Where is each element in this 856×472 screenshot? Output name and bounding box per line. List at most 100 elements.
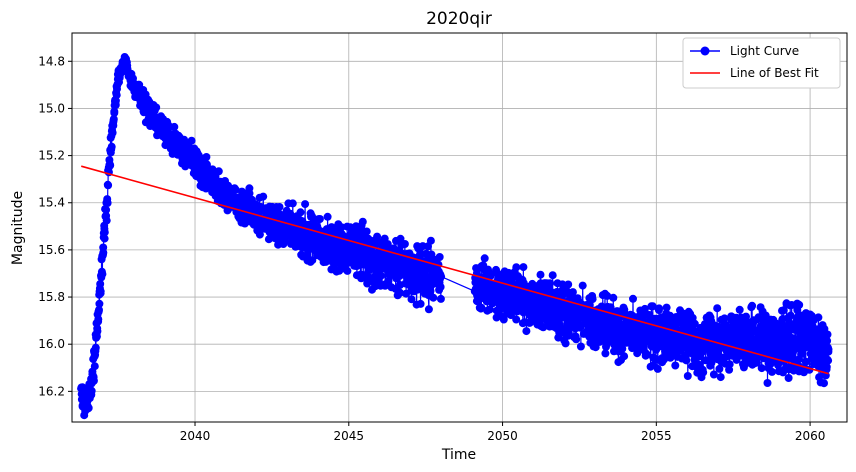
y-tick-label: 15.6 — [38, 243, 65, 257]
data-point — [824, 345, 833, 354]
x-tick-label: 2050 — [487, 429, 518, 443]
data-point — [555, 324, 564, 332]
data-point — [91, 343, 100, 352]
data-point — [561, 339, 570, 348]
chart-title: 2020qir — [426, 9, 492, 29]
data-point — [296, 208, 305, 217]
data-point — [100, 228, 109, 237]
data-point — [618, 344, 627, 353]
x-tick-label: 2045 — [334, 429, 365, 443]
data-point — [824, 356, 833, 365]
data-point — [376, 271, 385, 280]
data-point — [754, 313, 763, 322]
data-point — [597, 302, 606, 311]
data-point — [546, 279, 555, 288]
x-axis: 2040 2045 2050 2055 2060 — [180, 422, 825, 443]
data-point — [90, 362, 99, 371]
data-point — [358, 217, 367, 226]
data-point — [699, 368, 708, 377]
data-point — [87, 386, 96, 395]
data-point — [519, 263, 528, 272]
data-point — [548, 271, 557, 280]
y-tick-label: 15.8 — [38, 290, 65, 304]
data-point — [202, 153, 211, 161]
x-tick-label: 2055 — [641, 429, 672, 443]
data-point — [343, 266, 352, 275]
data-point — [362, 227, 371, 236]
data-point — [512, 315, 521, 324]
data-point — [564, 280, 573, 289]
data-point — [748, 301, 757, 310]
data-point — [568, 288, 577, 297]
data-point — [588, 295, 597, 304]
data-point — [288, 199, 297, 208]
data-point — [96, 280, 105, 288]
data-point — [95, 299, 104, 308]
data-point — [435, 253, 444, 261]
data-point — [690, 319, 699, 328]
data-point — [93, 327, 102, 336]
data-point — [424, 305, 433, 314]
data-point — [427, 250, 436, 259]
best-fit-line — [81, 165, 829, 375]
data-point — [779, 306, 788, 315]
data-point — [735, 305, 744, 314]
data-point — [725, 360, 734, 369]
data-point — [231, 185, 240, 194]
data-point — [643, 350, 651, 359]
data-point — [512, 263, 521, 272]
legend-light-curve-marker — [700, 46, 710, 56]
data-point — [629, 294, 637, 303]
data-point — [152, 103, 161, 112]
data-point — [487, 271, 495, 280]
data-point — [84, 404, 93, 412]
data-point — [98, 270, 107, 279]
data-point — [384, 277, 393, 286]
data-point — [102, 205, 111, 214]
data-point — [536, 270, 545, 279]
data-point — [683, 372, 692, 380]
data-point — [396, 288, 404, 297]
data-point — [187, 136, 196, 145]
data-point — [651, 355, 660, 364]
legend: Light Curve Line of Best Fit — [682, 37, 841, 89]
data-point — [416, 299, 425, 308]
data-point — [713, 304, 722, 313]
data-point — [576, 342, 585, 351]
data-point — [407, 295, 416, 304]
data-point — [95, 306, 103, 314]
legend-light-curve-label: Light Curve — [730, 44, 799, 58]
data-point — [99, 248, 108, 257]
data-point — [601, 349, 610, 358]
data-point — [784, 374, 793, 382]
data-point — [259, 192, 268, 201]
plot-frame — [71, 32, 848, 423]
data-point — [720, 314, 729, 323]
data-point — [102, 216, 111, 225]
data-point — [671, 361, 680, 370]
data-point — [694, 360, 703, 369]
data-point — [170, 122, 179, 131]
data-point — [106, 161, 115, 170]
y-axis: 14.8 15.0 15.2 15.4 15.6 15.8 16.0 16.2 — [38, 54, 72, 398]
data-point — [609, 293, 618, 302]
data-point — [383, 240, 392, 249]
data-point — [202, 161, 211, 170]
data-point — [315, 215, 324, 223]
data-point — [485, 305, 494, 314]
data-point — [606, 303, 615, 312]
data-point — [814, 313, 823, 322]
data-point — [107, 142, 116, 151]
light-curve-markers — [77, 53, 833, 420]
data-point — [301, 200, 310, 209]
data-point — [662, 303, 671, 312]
data-point — [245, 189, 254, 198]
data-point — [539, 323, 548, 332]
data-point — [709, 370, 718, 379]
data-point — [480, 254, 489, 263]
data-point — [823, 330, 832, 339]
data-point — [108, 128, 117, 137]
data-point — [768, 367, 776, 376]
data-point — [109, 115, 118, 124]
